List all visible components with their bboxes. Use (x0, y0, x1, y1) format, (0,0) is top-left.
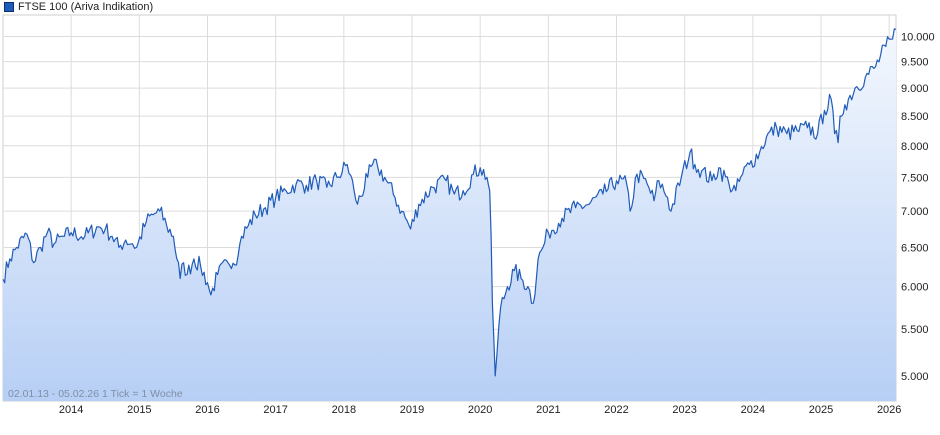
x-tick-label: 2015 (127, 404, 151, 416)
chart-legend: FTSE 100 (Ariva Indikation) (4, 0, 153, 14)
chart-footnote: 02.01.13 - 05.02.26 1 Tick = 1 Woche (8, 388, 183, 400)
legend-swatch (4, 2, 14, 12)
y-tick-label: 9.500 (901, 57, 929, 69)
y-tick-label: 8.500 (901, 111, 929, 123)
x-tick-label: 2016 (195, 404, 219, 416)
x-tick-label: 2023 (672, 404, 696, 416)
y-tick-label: 5.500 (901, 324, 929, 336)
x-tick-label: 2022 (604, 404, 628, 416)
y-tick-label: 7.500 (901, 172, 929, 184)
y-tick-label: 7.000 (901, 206, 929, 218)
y-tick-label: 6.500 (901, 242, 929, 254)
x-tick-label: 2025 (809, 404, 833, 416)
y-tick-label: 6.000 (901, 282, 929, 294)
y-tick-label: 8.000 (901, 141, 929, 153)
y-tick-label: 5.000 (901, 371, 929, 383)
y-axis: 5.000 5.500 6.000 6.500 7.000 7.500 8.000 8.500… (901, 32, 935, 383)
x-tick-label: 2018 (332, 404, 356, 416)
x-tick-label: 2021 (536, 404, 560, 416)
x-tick-label: 2020 (468, 404, 492, 416)
series-area (3, 28, 896, 402)
x-tick-label: 2024 (741, 404, 765, 416)
series-line (2, 28, 897, 377)
x-tick-label: 2019 (400, 404, 424, 416)
legend-label: FTSE 100 (Ariva Indikation) (18, 1, 154, 13)
x-tick-label: 2014 (59, 404, 83, 416)
x-tick-label: 2026 (877, 404, 901, 416)
x-tick-label: 2017 (263, 404, 287, 416)
y-tick-label: 9.000 (901, 83, 929, 95)
y-tick-label: 10.000 (901, 32, 935, 44)
x-axis: 2014 2015 2016 2017 2018 2019 2020 2021 2022 2023… (59, 404, 901, 416)
